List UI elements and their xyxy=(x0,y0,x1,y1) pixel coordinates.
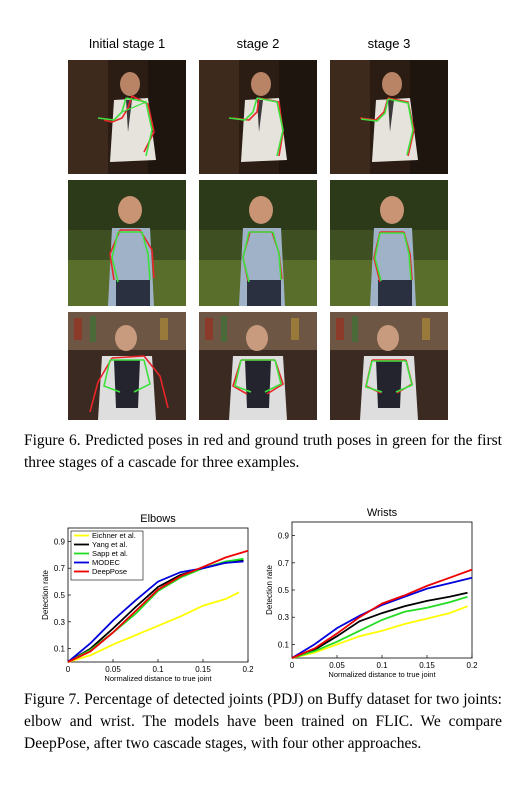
pose-image-row3-stage2 xyxy=(199,312,317,420)
wrists-line-sapp-et-al xyxy=(291,595,468,659)
pose-image-row1-stage2 xyxy=(199,60,317,174)
elbows-xtick-label: 0.1 xyxy=(152,665,164,674)
elbows-xtick-label: 0.2 xyxy=(242,665,254,674)
wrists-xtick-label: 0.1 xyxy=(376,661,388,670)
pose-image-row2-stage1 xyxy=(68,180,186,306)
wrists-ytick-label: 0.5 xyxy=(278,586,290,595)
elbows-line-eichner-et-al xyxy=(67,591,240,663)
wrists-xlabel: Normalized distance to true joint xyxy=(328,670,436,679)
wrists-ytick-label: 0.3 xyxy=(278,613,290,622)
elbows-line-modec xyxy=(67,560,244,663)
elbows-xlabel: Normalized distance to true joint xyxy=(104,674,212,682)
elbows-xtick-label: 0.05 xyxy=(105,665,121,674)
wrists-line-deeppose xyxy=(291,568,473,659)
wrists-line-eichner-et-al xyxy=(291,605,468,659)
elbows-xtick-label: 0 xyxy=(66,665,71,674)
elbows-chart: Elbows 0 0.05 0.1 0.15 0.2 0.1 0.3 0.5 0.7 0.9 Norm… xyxy=(28,506,264,683)
elbows-legend-label-sapp-et-al: Sapp et al. xyxy=(92,549,128,558)
elbows-ytick-label: 0.3 xyxy=(54,618,66,627)
wrists-plot-frame xyxy=(291,521,473,659)
wrists-title: Wrists xyxy=(367,507,398,519)
elbows-ylabel: Detection rate xyxy=(41,570,50,620)
wrists-xtick-label: 0.15 xyxy=(419,661,435,670)
elbows-ytick-label: 0.1 xyxy=(54,645,66,654)
figure-6-caption: Figure 6. Predicted poses in red and gro… xyxy=(24,432,502,471)
wrists-ytick-label: 0.9 xyxy=(278,532,290,541)
wrists-chart: Wrists 0 0.05 0.1 0.15 0.2 0.1 0.3 0.5 0.7 0.9 Norm… xyxy=(262,500,494,680)
elbows-legend-label-modec: MODEC xyxy=(92,558,121,567)
pose-image-row3-stage3 xyxy=(330,312,448,420)
pose-image-row1-stage1 xyxy=(68,60,186,174)
elbows-legend-label-eichner-et-al: Eichner et al. xyxy=(92,531,136,540)
wrists-ytick-label: 0.1 xyxy=(278,640,290,649)
pose-image-row2-stage2 xyxy=(199,180,317,306)
wrists-xtick-label: 0.05 xyxy=(329,661,345,670)
elbows-title: Elbows xyxy=(140,513,176,525)
column-title-stage-2: stage 2 xyxy=(236,36,280,51)
wrists-line-modec xyxy=(291,576,473,659)
wrists-ylabel: Detection rate xyxy=(265,565,274,615)
elbows-legend-label-deeppose: DeepPose xyxy=(92,567,127,576)
elbows-ytick-label: 0.7 xyxy=(54,564,66,573)
pose-image-row2-stage3 xyxy=(330,180,448,306)
wrists-ytick-label: 0.7 xyxy=(278,559,290,568)
wrists-xtick-label: 0 xyxy=(290,661,295,670)
column-title-stage-1: Initial stage 1 xyxy=(88,36,166,51)
pose-image-row3-stage1 xyxy=(68,312,186,420)
wrists-line-yang-et-al xyxy=(291,591,468,659)
elbows-ytick-label: 0.9 xyxy=(54,537,66,546)
column-title-stage-3: stage 3 xyxy=(367,36,411,51)
elbows-legend-label-yang-et-al: Yang et al. xyxy=(92,540,127,549)
pose-image-row1-stage3 xyxy=(330,60,448,174)
figure-7-caption: Figure 7. Percentage of detected joints … xyxy=(24,691,502,752)
wrists-xtick-label: 0.2 xyxy=(466,661,478,670)
elbows-ytick-label: 0.5 xyxy=(54,591,66,600)
elbows-line-deeppose xyxy=(67,549,249,663)
elbows-xtick-label: 0.15 xyxy=(195,665,211,674)
